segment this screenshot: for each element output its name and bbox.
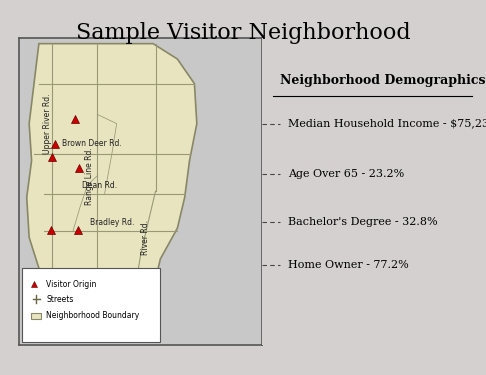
Text: Median Household Income - $75,238: Median Household Income - $75,238 xyxy=(288,118,486,129)
Text: Dean Rd.: Dean Rd. xyxy=(82,181,117,190)
Text: River Rd.: River Rd. xyxy=(141,220,150,255)
Text: Upper River Rd.: Upper River Rd. xyxy=(43,93,52,154)
Polygon shape xyxy=(27,44,197,342)
Text: Home Owner - 77.2%: Home Owner - 77.2% xyxy=(288,260,409,270)
Bar xyxy=(31,313,41,320)
Text: Neighborhood Demographics: Neighborhood Demographics xyxy=(279,74,485,87)
Text: Neighborhood Boundary: Neighborhood Boundary xyxy=(46,311,139,320)
Text: Visitor Origin: Visitor Origin xyxy=(46,280,97,289)
Text: Bachelor's Degree - 32.8%: Bachelor's Degree - 32.8% xyxy=(288,217,438,227)
Text: Sample Visitor Neighborhood: Sample Visitor Neighborhood xyxy=(76,22,410,45)
Text: Age Over 65 - 23.2%: Age Over 65 - 23.2% xyxy=(288,170,404,179)
Text: Streets: Streets xyxy=(46,295,73,304)
Text: Bradley Rd.: Bradley Rd. xyxy=(89,217,134,226)
Text: Brown Deer Rd.: Brown Deer Rd. xyxy=(63,139,122,148)
Text: Range Line Rd.: Range Line Rd. xyxy=(86,147,94,205)
FancyBboxPatch shape xyxy=(22,268,160,342)
